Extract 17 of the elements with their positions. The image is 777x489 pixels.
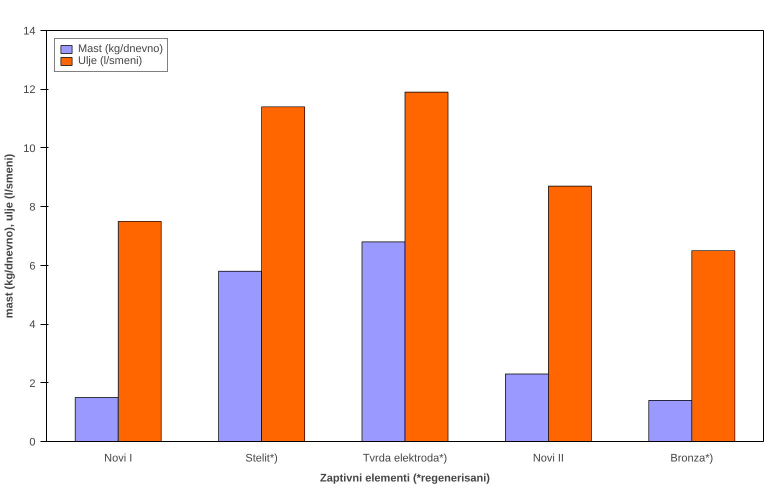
y-tick-label: 8: [29, 202, 36, 214]
x-axis-title: Zaptivni elementi (*regenerisani): [320, 472, 490, 484]
legend-label: Mast (kg/dnevno): [78, 43, 163, 55]
y-tick-label: 0: [29, 436, 36, 448]
x-tick-label: Tvrda elektroda*): [362, 452, 448, 464]
legend-label: Ulje (l/smeni): [78, 55, 142, 67]
y-tick-label: 6: [29, 260, 36, 272]
x-tick-label: Bronza*): [670, 452, 714, 464]
y-axis-title: mast (kg/dnevno), ulje (l/smeni): [3, 153, 16, 318]
x-tick-label: Stelit*): [245, 452, 278, 464]
y-tick-label: 12: [23, 84, 36, 96]
x-tick-label: Novi I: [104, 452, 132, 464]
y-tick-label: 14: [23, 26, 36, 38]
y-tick-label: 2: [29, 378, 36, 390]
y-tick-label: 4: [29, 319, 36, 332]
x-tick-label: Novi II: [532, 452, 564, 464]
y-tick-label: 10: [23, 142, 36, 155]
